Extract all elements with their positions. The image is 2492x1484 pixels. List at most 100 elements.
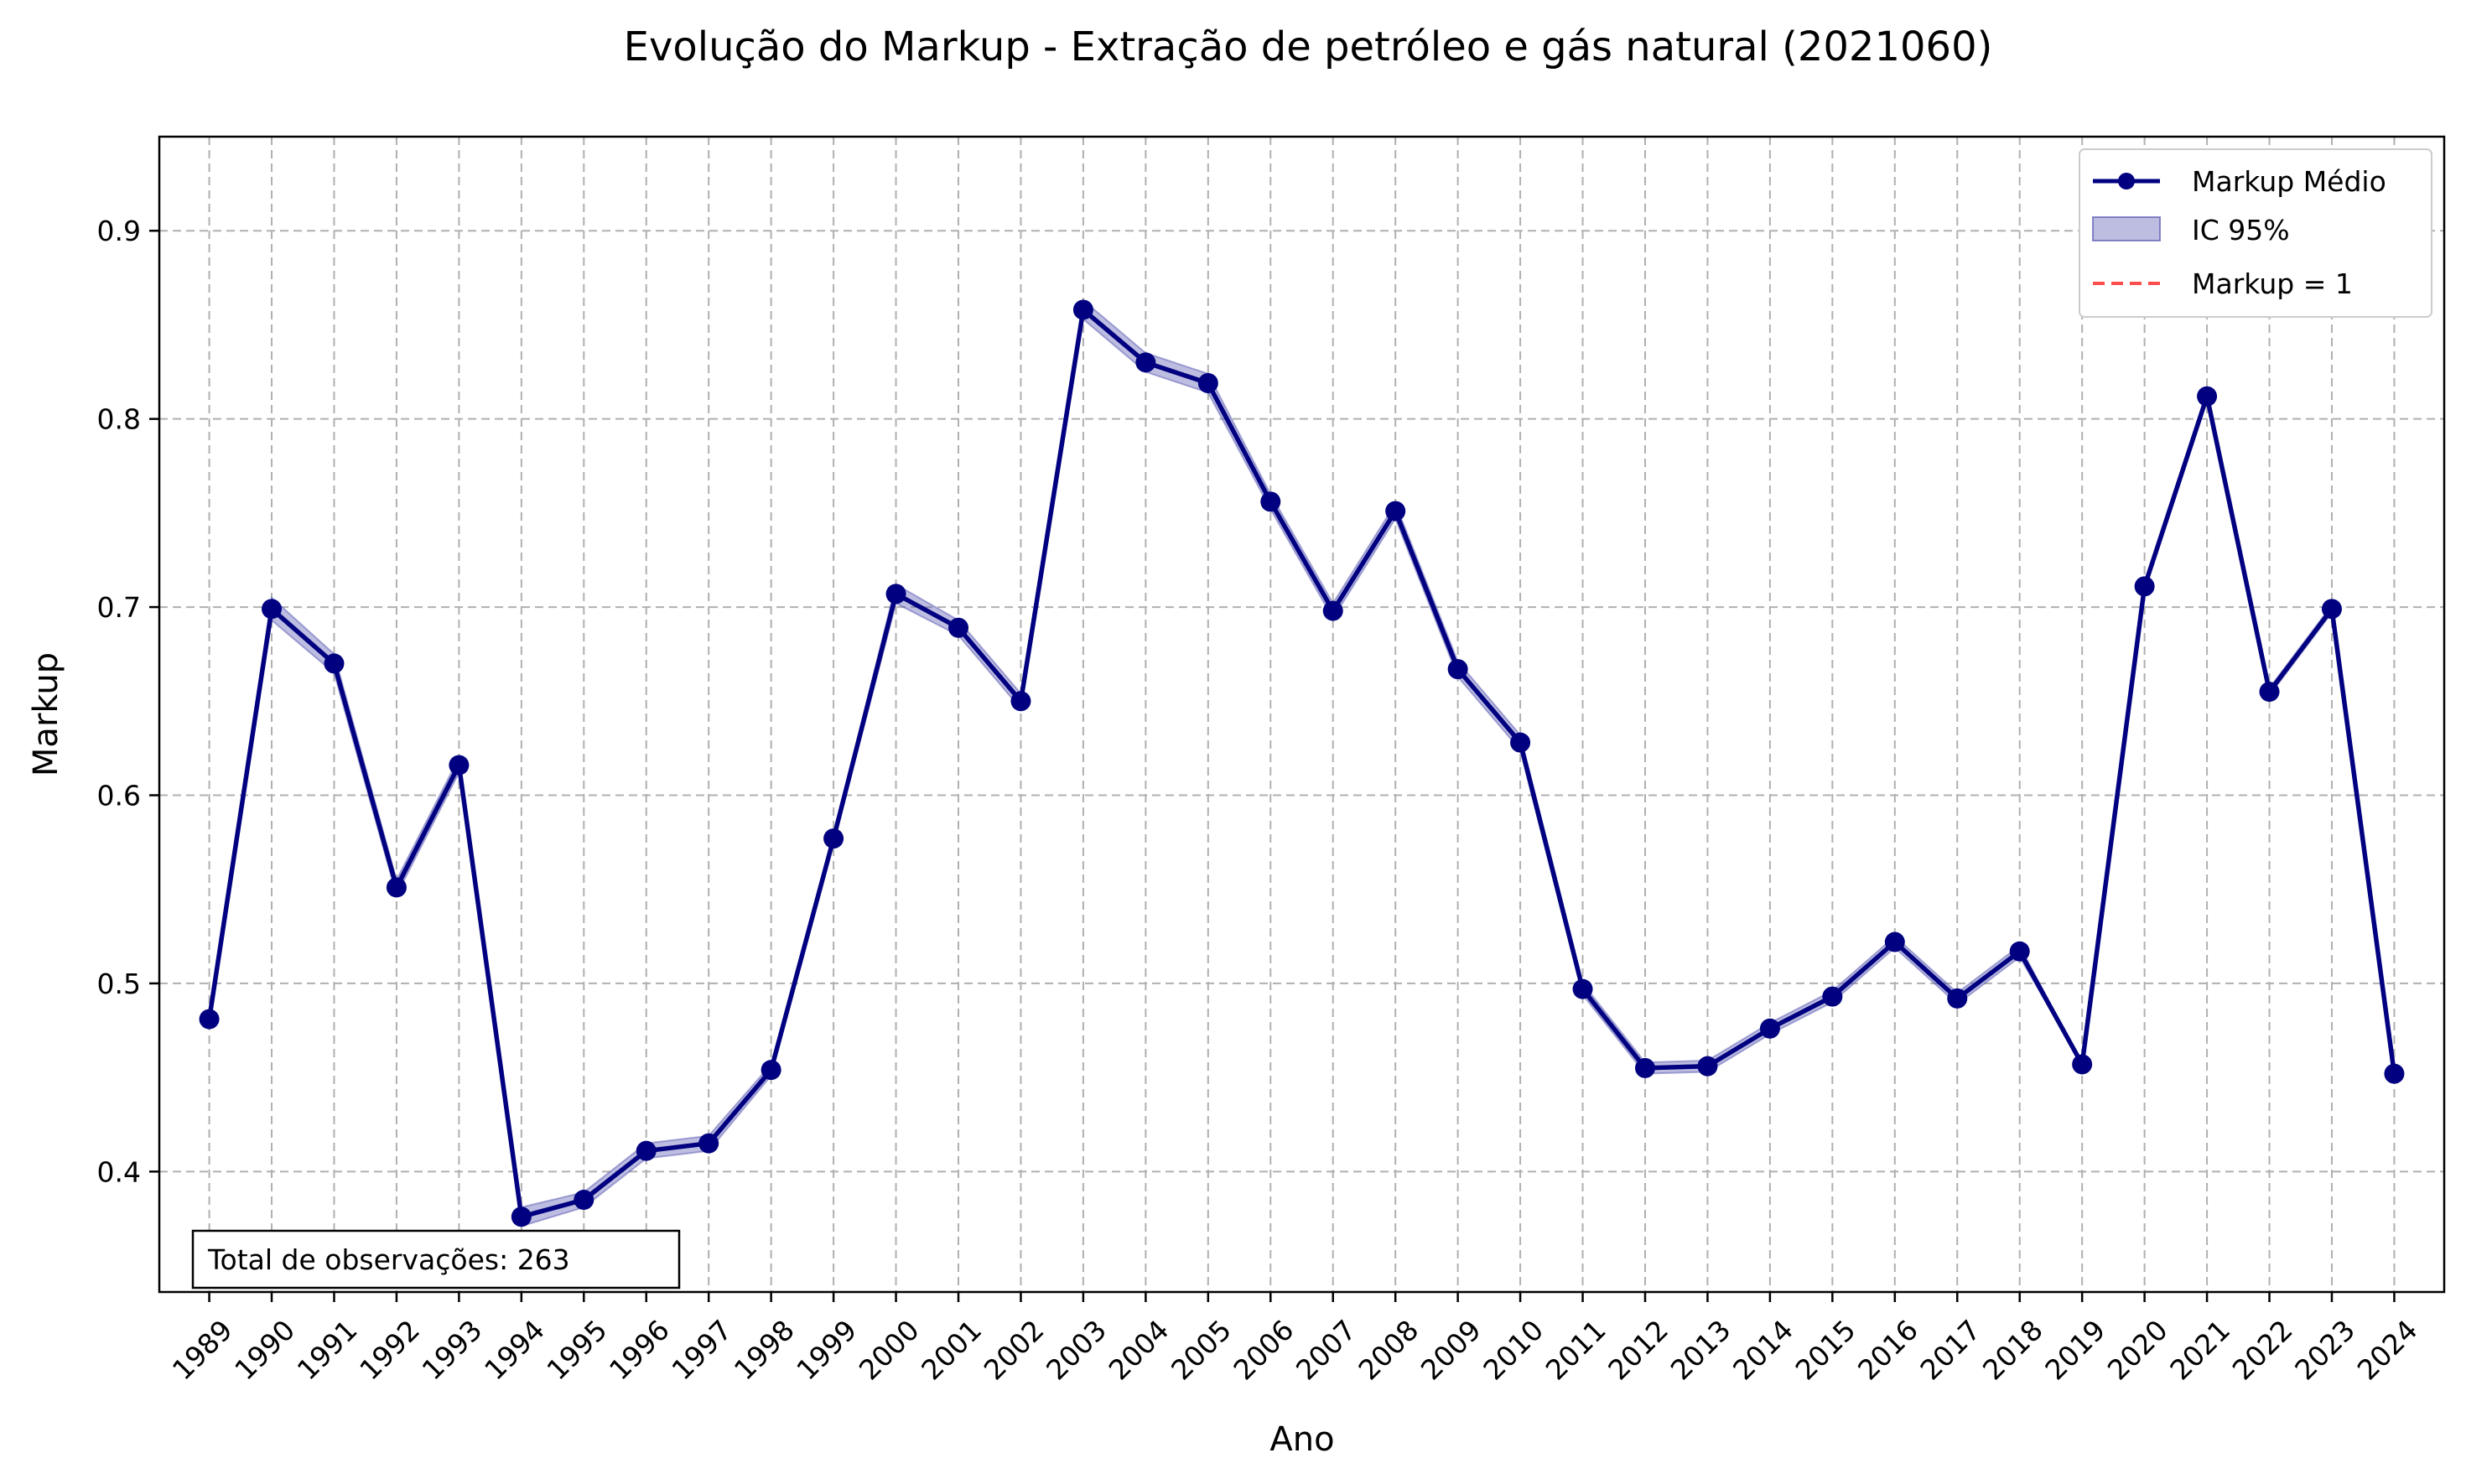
x-axis-label: Ano — [1269, 1420, 1334, 1459]
data-point — [1072, 299, 1093, 320]
x-tick-label: 1989 — [166, 1314, 239, 1387]
data-point — [823, 828, 844, 849]
x-tick-label: 2011 — [1539, 1314, 1612, 1387]
data-point — [698, 1133, 719, 1154]
confidence-band — [208, 298, 2396, 1227]
data-point — [1322, 600, 1343, 621]
data-point — [1135, 352, 1156, 373]
y-tick-label: 0.6 — [97, 780, 141, 812]
data-point — [1634, 1057, 1655, 1078]
x-tick-label: 2003 — [1040, 1314, 1113, 1387]
x-tick-label: 2014 — [1726, 1314, 1799, 1387]
y-tick-label: 0.8 — [97, 403, 141, 436]
x-tick-label: 1998 — [728, 1314, 801, 1387]
data-point — [761, 1060, 781, 1081]
legend-label-mean: Markup Médio — [2192, 165, 2386, 198]
data-point — [1759, 1018, 1780, 1039]
x-tick-label: 1999 — [790, 1314, 863, 1387]
grid-layer — [159, 137, 2444, 1292]
data-point — [2009, 941, 2030, 962]
x-tick-label: 2004 — [1103, 1314, 1176, 1387]
x-tick-label: 2016 — [1851, 1314, 1924, 1387]
data-point — [1447, 659, 1468, 680]
legend-swatch-mean-marker — [2118, 173, 2135, 189]
x-tick-label: 1996 — [603, 1314, 676, 1387]
confidence-band-layer — [208, 298, 2396, 1227]
data-point — [1510, 732, 1531, 753]
data-point — [574, 1190, 594, 1211]
legend-swatch-ci — [2092, 216, 2161, 241]
data-point — [2321, 599, 2342, 620]
x-tick-label: 2019 — [2038, 1314, 2111, 1387]
data-point — [449, 755, 470, 776]
x-tick-label: 2017 — [1913, 1314, 1986, 1387]
data-point — [1260, 491, 1281, 512]
x-tick-label: 2018 — [1976, 1314, 2049, 1387]
x-tick-label: 2000 — [853, 1314, 926, 1387]
y-axis-label: Markup — [27, 652, 65, 776]
y-tick-label: 0.7 — [97, 591, 141, 624]
data-point — [948, 617, 969, 638]
x-tick-label: 2015 — [1789, 1314, 1862, 1387]
observations-note-box — [191, 1229, 681, 1289]
data-point — [885, 584, 906, 604]
data-point — [1947, 988, 1968, 1009]
series-line-markup-medio — [206, 307, 2397, 1219]
data-point — [1010, 691, 1031, 712]
observations-note-text: Total de observações: 263 — [207, 1243, 570, 1276]
x-tick-label: 2012 — [1602, 1314, 1674, 1387]
data-point — [2072, 1054, 2093, 1075]
data-point — [1884, 931, 1905, 952]
x-tick-label: 2005 — [1165, 1314, 1238, 1387]
data-point — [1197, 373, 1218, 394]
x-tick-label: 1995 — [541, 1314, 614, 1387]
plot-area-frame — [158, 135, 2446, 1294]
x-tick-label: 2006 — [1228, 1314, 1301, 1387]
legend-box — [2079, 148, 2432, 318]
x-tick-label: 2021 — [2163, 1314, 2236, 1387]
data-point — [324, 653, 345, 674]
legend: Markup Médio IC 95% Markup = 1 — [2079, 148, 2432, 318]
data-point — [1697, 1056, 1718, 1077]
x-tick-label: 1991 — [291, 1314, 364, 1387]
x-tick-label: 2022 — [2226, 1314, 2299, 1387]
legend-label-ci: IC 95% — [2192, 214, 2290, 246]
chart-title: Evolução do Markup - Extração de petróle… — [624, 23, 1993, 70]
x-tick-label: 1990 — [228, 1314, 301, 1387]
data-point — [2259, 682, 2280, 703]
y-tick-label: 0.9 — [97, 215, 141, 247]
x-tick-label: 2024 — [2351, 1314, 2424, 1387]
x-tick-label: 2008 — [1352, 1314, 1425, 1387]
data-point — [636, 1140, 657, 1161]
x-tick-label: 2023 — [2288, 1314, 2361, 1387]
x-axis-ticks: 1989199019911992199319941995199619971998… — [166, 1292, 2424, 1387]
x-tick-label: 2007 — [1290, 1314, 1363, 1387]
y-tick-label: 0.4 — [97, 1155, 141, 1188]
data-point — [1572, 978, 1593, 999]
y-tick-label: 0.5 — [97, 968, 141, 1000]
x-tick-label: 1994 — [478, 1314, 551, 1387]
x-tick-label: 1993 — [416, 1314, 489, 1387]
data-point — [1385, 501, 1406, 521]
legend-label-reference: Markup = 1 — [2192, 267, 2353, 300]
data-point — [2134, 576, 2155, 597]
x-tick-label: 1997 — [665, 1314, 738, 1387]
x-tick-label: 2013 — [1664, 1314, 1737, 1387]
data-point — [2384, 1063, 2405, 1084]
data-point — [1822, 986, 1843, 1007]
x-tick-label: 2009 — [1415, 1314, 1487, 1387]
series-layer — [199, 299, 2405, 1227]
data-point — [386, 877, 407, 898]
x-tick-label: 1992 — [353, 1314, 426, 1387]
x-tick-label: 2001 — [915, 1314, 988, 1387]
data-point — [199, 1009, 220, 1030]
x-tick-label: 2020 — [2101, 1314, 2174, 1387]
data-point — [2197, 386, 2218, 407]
observations-note: Total de observações: 263 — [191, 1229, 681, 1289]
x-tick-label: 2010 — [1477, 1314, 1550, 1387]
x-tick-label: 2002 — [978, 1314, 1051, 1387]
data-point — [262, 599, 283, 620]
data-point — [511, 1206, 532, 1227]
y-axis-ticks: 0.4 0.5 0.6 0.7 0.8 0.9 — [97, 215, 159, 1188]
